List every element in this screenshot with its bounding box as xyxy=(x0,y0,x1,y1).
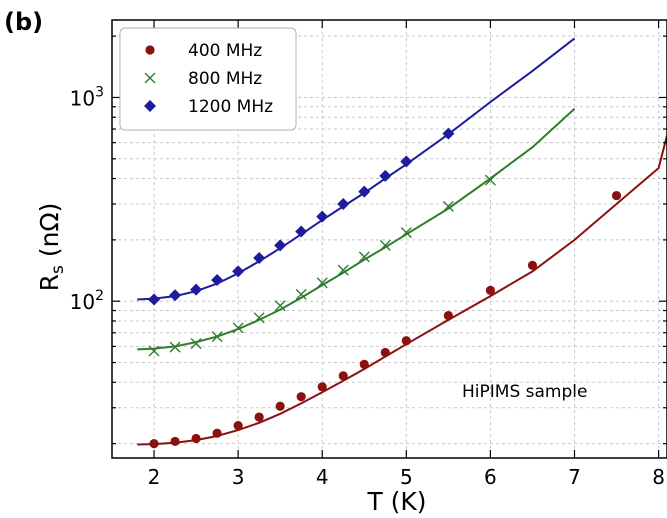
legend-marker xyxy=(145,45,155,55)
data-point-series-2-stroke xyxy=(379,239,391,251)
legend-label: 800 MHz xyxy=(188,69,262,89)
data-point-series-3 xyxy=(232,265,245,278)
legend-marker-stroke xyxy=(144,72,156,84)
data-point-series-1 xyxy=(317,382,327,392)
data-point-series-2-stroke xyxy=(211,331,223,343)
data-point-series-3 xyxy=(400,155,413,168)
data-point-series-2 xyxy=(274,300,286,312)
y-axis-label-main: R xyxy=(35,274,64,291)
x-tick-label: 8 xyxy=(652,465,665,489)
data-point-series-3 xyxy=(379,169,392,182)
data-point-series-2 xyxy=(400,227,412,239)
data-point-series-2-stroke xyxy=(400,227,412,239)
y-axis-label-sub: s xyxy=(48,265,68,274)
data-point-series-2 xyxy=(316,277,328,289)
data-point-series-3 xyxy=(274,239,287,252)
data-point-series-2 xyxy=(232,322,244,334)
x-tick-label: 3 xyxy=(232,465,245,489)
data-point-series-1 xyxy=(233,421,243,431)
data-point-series-2 xyxy=(295,288,307,300)
legend-marker xyxy=(144,100,156,112)
data-point-series-3 xyxy=(253,251,266,264)
data-point-series-2 xyxy=(169,341,181,353)
x-tick-label: 6 xyxy=(484,465,497,489)
legend-box xyxy=(119,27,297,131)
fit-line-series-1 xyxy=(137,135,667,446)
data-point-series-2-stroke xyxy=(169,341,181,353)
data-point-series-1 xyxy=(191,433,201,444)
data-point-series-2-stroke xyxy=(148,345,160,357)
data-point-series-1 xyxy=(527,260,538,270)
data-point-series-2-stroke xyxy=(232,322,244,334)
data-point-series-2 xyxy=(337,264,349,276)
data-point-series-1 xyxy=(254,412,264,422)
data-point-series-1 xyxy=(338,371,348,381)
data-point-series-1 xyxy=(170,436,180,447)
y-tick-label-base: 10 xyxy=(70,86,95,110)
plot-frame xyxy=(111,19,667,459)
data-point-series-3 xyxy=(148,293,161,306)
data-point-series-2-stroke xyxy=(274,300,286,312)
y-tick-label-base: 10 xyxy=(70,290,95,314)
legend-label: 1200 MHz xyxy=(188,97,273,117)
data-point-series-1 xyxy=(380,347,390,358)
data-point-series-2-stroke xyxy=(442,200,454,212)
data-point-series-3 xyxy=(295,225,308,238)
data-point-series-1 xyxy=(296,392,306,402)
x-tick-label: 7 xyxy=(568,465,581,489)
x-tick-label: 2 xyxy=(148,465,161,489)
y-tick-label: 102 xyxy=(70,288,104,314)
data-point-series-1 xyxy=(611,190,622,201)
x-axis-label: T (K) xyxy=(366,487,426,516)
fit-line-series-2 xyxy=(137,108,576,351)
data-point-series-1 xyxy=(485,285,496,295)
data-point-series-3 xyxy=(358,185,371,198)
y-tick-label: 103 xyxy=(70,84,104,110)
data-point-series-3 xyxy=(337,197,350,210)
x-tick-label: 4 xyxy=(316,465,329,489)
data-point-series-2 xyxy=(253,312,265,324)
data-point-series-3 xyxy=(442,127,455,140)
data-point-series-2-stroke xyxy=(190,338,202,350)
data-point-series-3 xyxy=(169,289,182,302)
data-point-series-2 xyxy=(358,251,370,263)
data-point-series-1 xyxy=(401,336,411,346)
data-point-series-1 xyxy=(275,401,285,411)
data-point-series-2 xyxy=(442,200,454,212)
data-point-series-2-stroke xyxy=(295,288,307,300)
y-axis-label: Rs (nΩ) xyxy=(35,203,68,292)
data-point-series-2-stroke xyxy=(484,174,496,186)
data-point-series-2 xyxy=(484,174,496,186)
legend: 400 MHz 800 MHz 1200 MHz xyxy=(119,27,297,131)
data-point-series-3 xyxy=(211,274,224,287)
data-point-series-2 xyxy=(190,338,202,350)
annotation-sample: HiPIMS sample xyxy=(462,382,587,402)
x-tick-label: 5 xyxy=(400,465,413,489)
data-point-series-1 xyxy=(149,439,159,449)
data-point-series-1 xyxy=(212,428,222,438)
data-point-series-3 xyxy=(316,210,329,223)
y-tick-label-exp: 2 xyxy=(95,288,104,304)
data-point-series-2 xyxy=(211,331,223,343)
data-markers xyxy=(148,127,622,449)
data-point-series-2-stroke xyxy=(337,264,349,276)
data-point-series-1 xyxy=(443,310,453,321)
data-point-series-2 xyxy=(148,345,160,357)
data-point-series-1 xyxy=(359,359,369,369)
y-tick-label-exp: 3 xyxy=(95,84,104,100)
legend-marker xyxy=(144,72,156,84)
data-point-series-3 xyxy=(190,283,203,296)
data-point-series-2 xyxy=(379,239,391,251)
y-axis-label-unit: (nΩ) xyxy=(35,203,64,257)
data-point-series-2-stroke xyxy=(316,277,328,289)
data-point-series-2-stroke xyxy=(358,251,370,263)
panel-label: (b) xyxy=(4,8,43,36)
data-point-series-2-stroke xyxy=(253,312,265,324)
legend-label: 400 MHz xyxy=(188,41,262,61)
